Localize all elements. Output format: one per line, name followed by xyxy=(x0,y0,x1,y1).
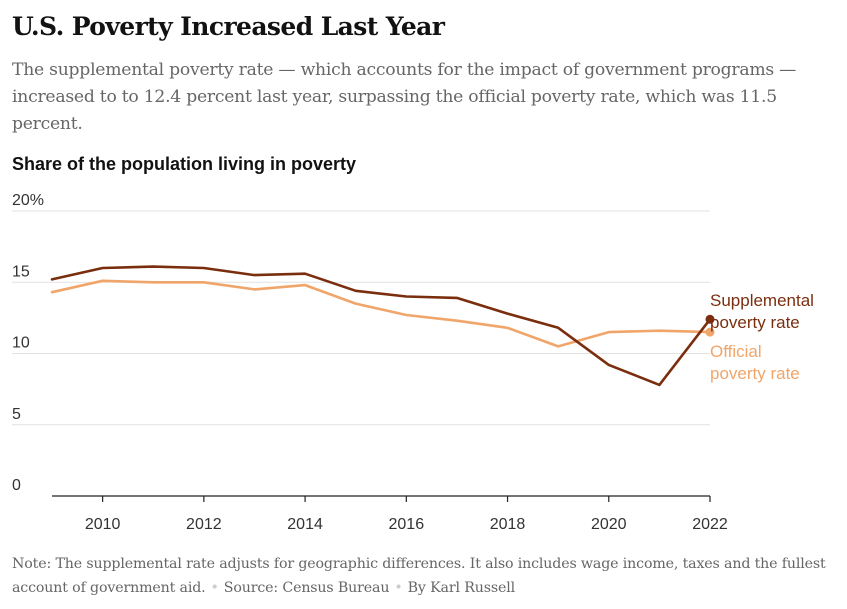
gridlines xyxy=(12,210,710,426)
x-tick-label: 2016 xyxy=(389,516,425,533)
y-tick-label: 20% xyxy=(12,192,44,209)
series-label-supplemental: Supplemental xyxy=(710,291,814,310)
chart-note: Note: The supplemental rate adjusts for … xyxy=(12,552,840,600)
x-tick-label: 2014 xyxy=(287,516,323,533)
chart-label: Share of the population living in povert… xyxy=(12,154,357,174)
separator-dot: • xyxy=(394,580,403,596)
y-axis-tick-labels: 0 5 10 15 20% xyxy=(12,192,44,494)
series-labels: Supplemental poverty rate Official poverty … xyxy=(710,291,814,383)
x-tick-label: 2010 xyxy=(85,516,121,533)
x-tick-label: 2012 xyxy=(186,516,222,533)
y-tick-label: 15 xyxy=(12,263,30,280)
note-text: Note: The supplemental rate adjusts for … xyxy=(12,556,826,596)
series-label-official: Official xyxy=(710,342,762,361)
byline: By Karl Russell xyxy=(407,580,516,596)
end-point-official xyxy=(705,327,715,337)
y-tick-label: 0 xyxy=(12,477,21,494)
y-tick-label: 5 xyxy=(12,406,21,423)
separator-dot: • xyxy=(210,580,219,596)
x-tick-label: 2020 xyxy=(591,516,627,533)
series-line-supplemental xyxy=(50,265,712,387)
series-line-official xyxy=(50,279,712,348)
dek: The supplemental poverty rate — which ac… xyxy=(12,60,797,134)
series-label-official: poverty rate xyxy=(710,364,800,383)
series-label-supplemental: poverty rate xyxy=(710,313,800,332)
x-tick-label: 2022 xyxy=(692,516,728,533)
x-axis: 2010 2012 2014 2016 2018 2020 2022 xyxy=(52,495,728,533)
x-tick-label: 2018 xyxy=(490,516,526,533)
series-lines xyxy=(50,265,715,387)
source-text: Source: Census Bureau xyxy=(223,580,390,596)
end-point-supplemental xyxy=(705,314,715,324)
headline: U.S. Poverty Increased Last Year xyxy=(12,12,445,41)
y-tick-label: 10 xyxy=(12,335,30,352)
